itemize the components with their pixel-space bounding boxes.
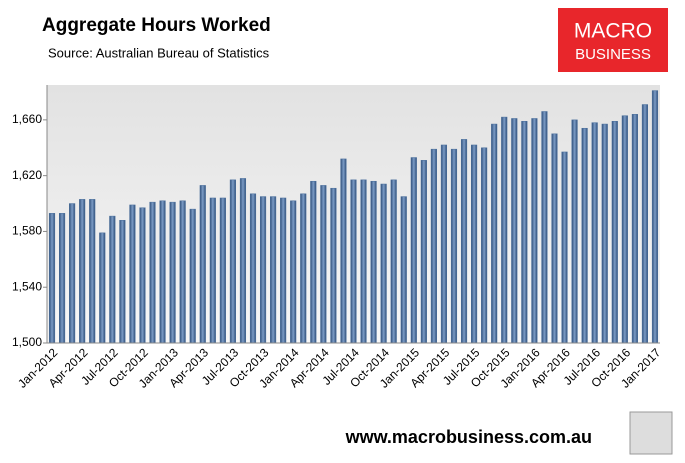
bar xyxy=(541,111,548,344)
bar xyxy=(491,123,498,344)
y-tick-label: 1,500 xyxy=(12,335,42,349)
bar xyxy=(79,199,86,344)
bar xyxy=(641,104,648,344)
bar xyxy=(501,116,508,344)
bar xyxy=(511,118,518,344)
bar xyxy=(59,213,66,344)
bar xyxy=(320,185,327,344)
bar xyxy=(229,179,236,344)
bar xyxy=(420,160,427,344)
bar xyxy=(651,90,659,344)
chart-subtitle: Source: Australian Bureau of Statistics xyxy=(48,45,270,60)
bar xyxy=(119,220,126,344)
y-tick-label: 1,540 xyxy=(12,279,42,293)
bar xyxy=(440,144,448,344)
bar xyxy=(69,203,76,344)
bar xyxy=(481,147,488,344)
bar xyxy=(460,139,468,344)
chart-title: Aggregate Hours Worked xyxy=(42,15,271,36)
bar xyxy=(209,197,216,344)
bar xyxy=(571,119,578,344)
y-tick-label: 1,580 xyxy=(12,224,42,238)
bar xyxy=(350,179,357,344)
y-tick-label: 1,620 xyxy=(12,168,42,182)
bar xyxy=(591,122,598,344)
wolf-icon xyxy=(629,411,673,455)
bar xyxy=(99,232,106,344)
bar xyxy=(601,123,608,344)
bar xyxy=(430,148,437,344)
bar xyxy=(471,144,478,344)
bar xyxy=(531,118,538,344)
bar xyxy=(621,115,628,344)
bar xyxy=(239,178,247,344)
bar xyxy=(270,196,277,344)
bar xyxy=(48,213,56,344)
bar xyxy=(340,158,347,344)
bar xyxy=(189,208,196,344)
bar xyxy=(310,180,317,344)
bar xyxy=(400,196,407,344)
bar xyxy=(581,127,588,344)
bar xyxy=(159,200,166,344)
bar xyxy=(290,200,297,344)
bar xyxy=(139,207,146,344)
bar xyxy=(249,193,257,344)
bar xyxy=(109,215,116,344)
bar xyxy=(179,200,186,344)
bar xyxy=(219,197,226,344)
bar xyxy=(521,121,528,344)
bar xyxy=(410,157,417,344)
bar xyxy=(551,133,558,344)
bar xyxy=(199,185,206,344)
bar xyxy=(149,201,156,344)
bar xyxy=(561,151,568,344)
bar xyxy=(390,179,397,344)
bar xyxy=(450,148,458,344)
bar xyxy=(259,196,267,344)
bar xyxy=(89,199,96,344)
y-tick-label: 1,660 xyxy=(12,112,42,126)
bar xyxy=(370,180,377,344)
bar xyxy=(611,121,618,344)
bar xyxy=(169,201,176,344)
logo xyxy=(558,8,668,72)
bar xyxy=(380,183,387,344)
logo-text: MACRO xyxy=(574,20,652,43)
bar xyxy=(280,197,287,344)
bar xyxy=(330,187,337,344)
logo-text: BUSINESS xyxy=(575,46,651,63)
bar xyxy=(129,204,136,344)
bar xyxy=(360,179,367,344)
footer: www.macrobusiness.com.au xyxy=(345,427,592,447)
bar xyxy=(631,114,638,344)
bar xyxy=(300,193,307,344)
